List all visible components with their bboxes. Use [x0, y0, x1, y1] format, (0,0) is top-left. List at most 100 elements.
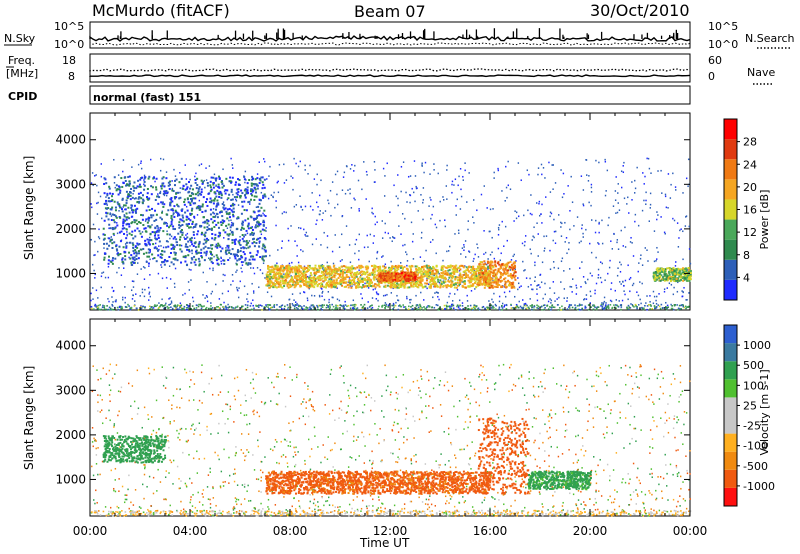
scatter-point — [373, 235, 375, 237]
echo-point — [355, 274, 358, 277]
scatter-point — [297, 261, 300, 264]
scatter-point — [455, 214, 457, 216]
echo-point — [128, 223, 131, 226]
ground-point — [199, 303, 202, 306]
scatter-point — [446, 198, 448, 200]
scatter-point — [537, 167, 540, 169]
echo-point — [307, 268, 310, 271]
ground-point — [536, 304, 538, 307]
scatter-point — [154, 242, 157, 245]
ground-point — [258, 304, 260, 307]
echo-point — [339, 273, 342, 276]
scatter-point — [465, 256, 467, 258]
scatter-point — [229, 213, 231, 216]
scatter-point — [161, 277, 164, 280]
scatter-point — [623, 290, 625, 292]
echo-point — [188, 248, 191, 251]
scatter-point — [433, 169, 435, 171]
echo-point — [196, 191, 199, 194]
scatter-point — [603, 300, 606, 303]
echo-point — [377, 282, 380, 285]
echo-point — [375, 283, 378, 286]
echo-point — [347, 271, 350, 274]
echo-point — [441, 268, 444, 271]
echo-point — [124, 176, 127, 179]
scatter-point — [263, 158, 265, 160]
scatter-point — [269, 254, 271, 257]
echo-point — [344, 281, 347, 284]
echo-point — [206, 198, 209, 201]
scatter-point — [605, 302, 607, 304]
echo-point — [223, 259, 226, 262]
scatter-point — [458, 274, 461, 277]
echo-point — [384, 281, 387, 284]
echo-point — [147, 262, 150, 265]
scatter-point — [260, 233, 263, 236]
echo-point — [244, 219, 247, 222]
echo-point — [227, 246, 230, 249]
scatter-point — [426, 287, 428, 290]
ground-point — [577, 308, 579, 311]
scatter-point — [404, 217, 406, 220]
ground-point — [200, 305, 202, 307]
echo-point — [231, 239, 234, 242]
echo-point — [277, 278, 280, 281]
scatter-point — [488, 230, 491, 233]
scatter-point — [442, 199, 445, 201]
echo-point — [293, 280, 296, 283]
echo-point — [306, 280, 309, 283]
echo-point — [175, 196, 178, 199]
ground-point — [661, 307, 664, 309]
echo-point — [105, 182, 108, 185]
scatter-point — [227, 213, 230, 216]
scatter-point — [236, 286, 238, 289]
echo-point — [161, 253, 164, 256]
echo-point — [255, 183, 258, 186]
echo-point — [261, 255, 264, 258]
scatter-point — [250, 267, 252, 269]
echo-point — [261, 257, 264, 260]
scatter-point — [288, 298, 291, 301]
echo-point — [259, 255, 262, 258]
ground-point — [627, 304, 630, 307]
echo-point — [258, 202, 261, 205]
scatter-point — [110, 236, 113, 238]
echo-point — [317, 279, 320, 282]
echo-point — [210, 227, 213, 230]
scatter-point — [183, 236, 185, 239]
echo-point — [210, 257, 213, 260]
noise-traces — [89, 28, 691, 46]
scatter-point — [345, 165, 348, 167]
nave-tick-bottom: 0 — [708, 70, 715, 83]
scatter-point — [90, 182, 93, 184]
echo-point — [111, 206, 114, 209]
ground-point — [517, 306, 520, 309]
scatter-point — [564, 221, 566, 224]
echo-point — [450, 285, 453, 288]
echo-point — [252, 233, 255, 236]
echo-point — [104, 207, 107, 210]
scatter-point — [131, 166, 133, 168]
ground-point — [522, 307, 525, 309]
echo-point — [295, 266, 298, 269]
ground-point — [193, 307, 195, 310]
echo-point — [218, 196, 221, 199]
scatter-point — [405, 191, 407, 194]
echo-point — [217, 263, 220, 266]
scatter-point — [137, 163, 140, 166]
scatter-point — [258, 286, 260, 289]
scatter-point — [682, 291, 684, 293]
ground-point — [481, 306, 484, 309]
echo-point — [122, 224, 125, 227]
scatter-point — [563, 297, 565, 300]
echo-point — [258, 178, 261, 181]
ground-point — [636, 306, 638, 308]
scatter-point — [384, 231, 386, 234]
echo-point — [464, 272, 467, 275]
echo-point — [275, 268, 278, 271]
echo-point — [330, 271, 333, 274]
ground-point — [181, 308, 183, 310]
echo-point — [269, 271, 272, 274]
echo-point — [391, 284, 394, 287]
echo-point — [449, 279, 452, 282]
